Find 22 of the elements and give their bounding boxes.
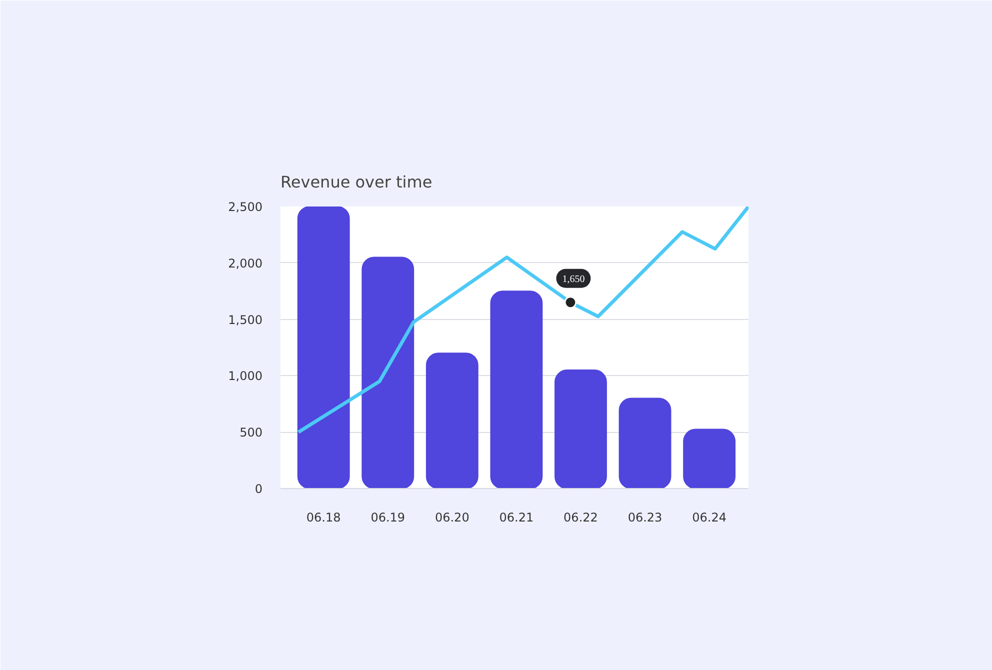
bar — [554, 370, 607, 488]
bar — [297, 206, 350, 488]
chart-title: Revenue over time — [280, 172, 432, 192]
y-tick-label: 2,500 — [228, 200, 263, 214]
y-tick-label: 2,000 — [228, 256, 263, 270]
bar — [618, 398, 672, 488]
y-tick-label: 1,500 — [228, 312, 263, 327]
bar — [362, 256, 414, 488]
bar — [490, 290, 543, 488]
y-tick-label: 0 — [254, 482, 263, 496]
bar — [426, 352, 478, 488]
data-label: 1,650 — [562, 274, 585, 285]
x-tick-label: 06.22 — [564, 510, 598, 524]
y-tick-label: 1,000 — [228, 369, 263, 384]
x-tick-label: 06.18 — [306, 510, 341, 524]
x-tick-label: 06.21 — [499, 510, 534, 524]
x-tick-label: 06.24 — [692, 510, 726, 524]
y-tick-label: 500 — [240, 426, 262, 440]
x-tick-label: 06.23 — [628, 510, 662, 524]
x-tick-label: 06.19 — [370, 510, 406, 524]
x-tick-label: 06.20 — [434, 510, 470, 524]
bar — [683, 428, 736, 488]
